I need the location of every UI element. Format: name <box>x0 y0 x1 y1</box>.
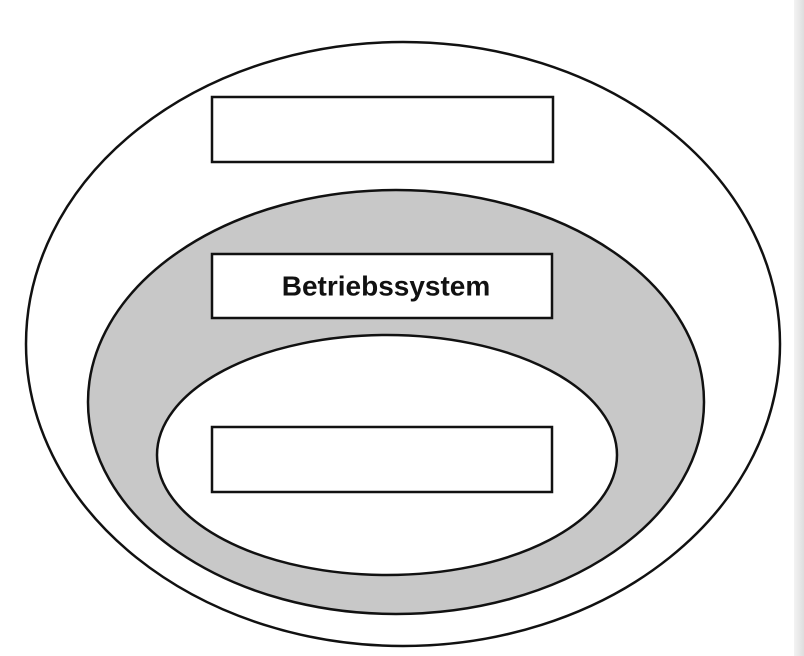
scan-edge-shadow <box>794 0 804 656</box>
middle-layer-label-box <box>210 252 554 320</box>
inner-layer-label-box <box>210 425 554 494</box>
middle-layer-label: Betriebssystem <box>282 271 491 302</box>
outer-layer-label-box <box>210 95 555 164</box>
